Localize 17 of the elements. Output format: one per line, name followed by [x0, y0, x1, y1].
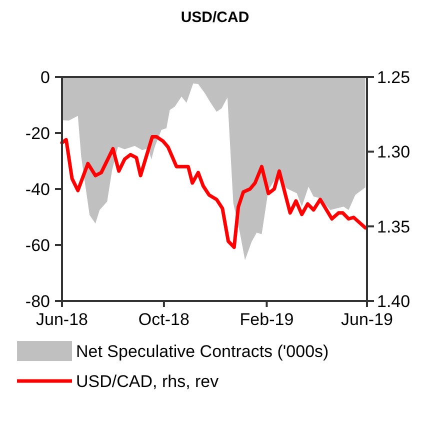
- x-tick-label: Feb-19: [240, 310, 294, 329]
- line-series: [60, 134, 368, 249]
- x-tick-label: Oct-18: [138, 310, 190, 329]
- y2-tick-label: 1.35: [377, 217, 410, 236]
- x-tick-label: Jun-19: [341, 310, 393, 329]
- y2-tick-label: 1.40: [377, 292, 410, 311]
- legend-label: USD/CAD, rhs, rev: [76, 372, 220, 391]
- y-tick-label: -20: [25, 124, 50, 143]
- y-tick-label: 0: [40, 68, 50, 87]
- y2-tick-label: 1.25: [377, 68, 410, 87]
- legend-label: Net Speculative Contracts ('000s): [76, 342, 329, 361]
- y-tick-label: -60: [25, 236, 50, 255]
- y-tick-label: -80: [25, 292, 50, 311]
- y2-tick-label: 1.30: [377, 142, 410, 162]
- x-tick-label: Jun-18: [36, 310, 88, 329]
- y-tick-label: -40: [25, 180, 50, 199]
- chart-title: USD/CAD: [180, 9, 250, 26]
